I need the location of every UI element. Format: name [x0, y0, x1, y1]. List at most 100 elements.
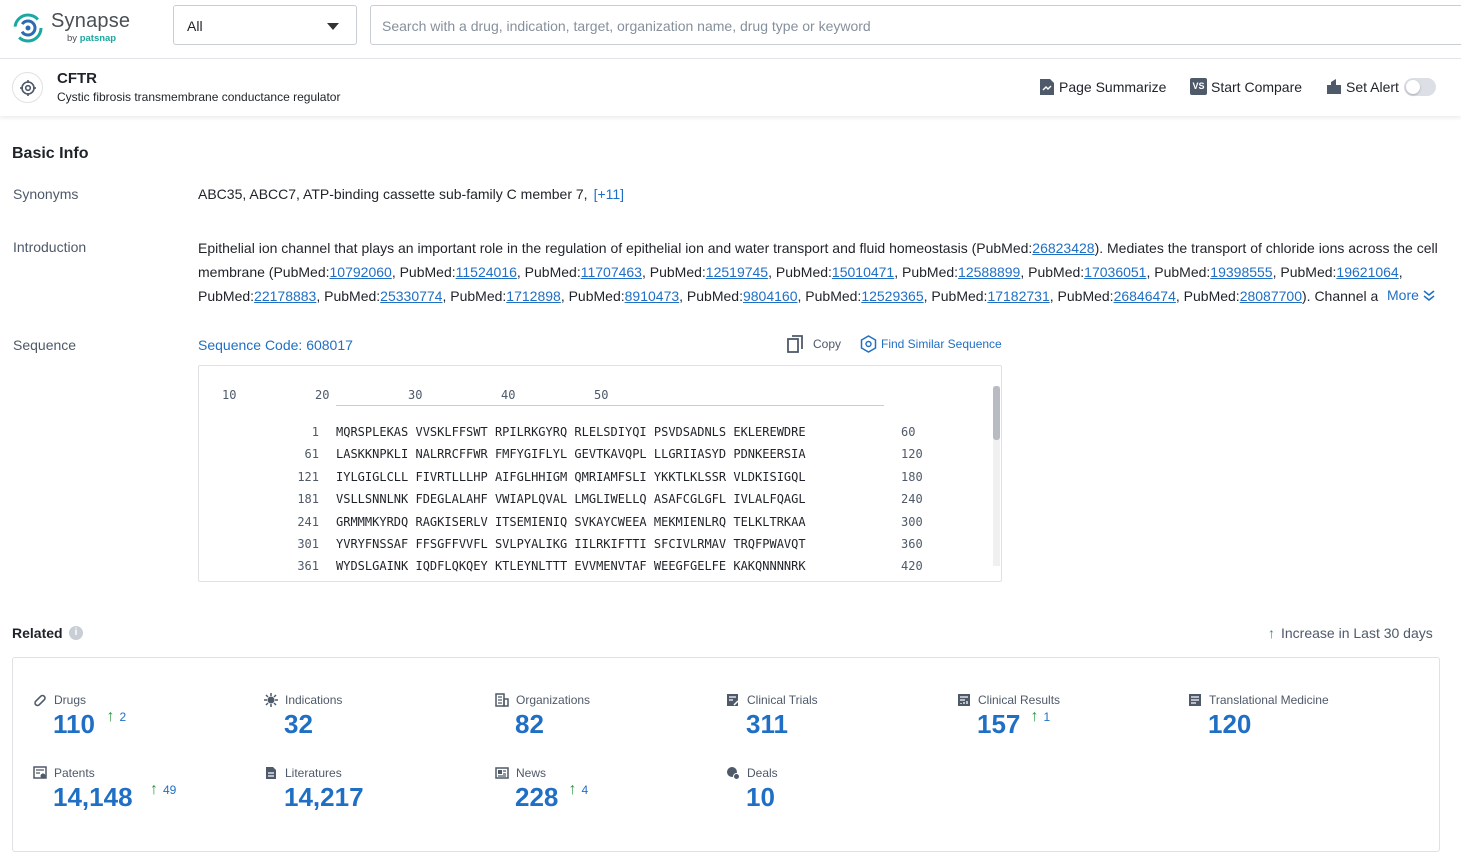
compare-icon: VS: [1190, 78, 1207, 95]
pubmed-link[interactable]: 26823428: [1032, 240, 1094, 256]
stat-value[interactable]: 10: [746, 782, 775, 813]
search-box[interactable]: [370, 5, 1461, 45]
stat-value[interactable]: 110: [53, 709, 95, 740]
scrollbar-thumb[interactable]: [993, 386, 1000, 440]
stat-increase-value: 2: [120, 710, 127, 724]
synapse-logo-icon: [12, 12, 44, 44]
start-compare-button[interactable]: VS Start Compare: [1190, 78, 1305, 98]
stat-value[interactable]: 14,217: [284, 782, 364, 813]
sequence-residues: WYDSLGAINK IQDFLQKQEY KTLEYNLTTT EVVMENV…: [336, 559, 806, 573]
introduction-label: Introduction: [13, 239, 86, 255]
related-literatures[interactable]: Literatures 14,217: [264, 766, 484, 826]
ruler-tick-label: 10: [222, 388, 236, 402]
clipboard-chart-icon: [957, 693, 971, 707]
synonyms-value: ABC35, ABCC7, ATP-binding cassette sub-f…: [198, 186, 624, 202]
stat-value[interactable]: 32: [284, 709, 313, 740]
set-alert-button[interactable]: Set Alert: [1326, 78, 1401, 98]
sequence-line-start: 361: [199, 559, 319, 573]
related-patents[interactable]: Patents14,148↑49: [33, 766, 253, 826]
sequence-line-start: 1: [199, 425, 319, 439]
stat-value[interactable]: 82: [515, 709, 544, 740]
pubmed-link[interactable]: 19621064: [1336, 264, 1398, 280]
pubmed-link[interactable]: 12588899: [958, 264, 1020, 280]
virus-icon: [264, 693, 278, 707]
page-summarize-label: Page Summarize: [1059, 79, 1166, 95]
introduction-text: Epithelial ion channel that plays an imp…: [198, 236, 1438, 308]
hexagon-search-icon: [860, 335, 877, 353]
pill-icon: [33, 693, 47, 707]
target-header: CFTR Cystic fibrosis transmembrane condu…: [0, 59, 1461, 116]
copy-label: Copy: [813, 337, 841, 351]
pubmed-link[interactable]: 25330774: [380, 288, 442, 304]
deal-icon: [726, 766, 740, 780]
related-organizations[interactable]: Organizations82: [495, 693, 715, 753]
top-bar: Synapse by patsnap All: [0, 0, 1461, 59]
pubmed-link[interactable]: 17036051: [1084, 264, 1146, 280]
stat-increase: ↑4: [569, 781, 589, 799]
clipboard-edit-icon: [726, 693, 740, 707]
stat-label: Deals: [747, 766, 778, 780]
pubmed-link[interactable]: 19398555: [1210, 264, 1272, 280]
pubmed-link[interactable]: 15010471: [832, 264, 894, 280]
stat-label: Clinical Trials: [747, 693, 818, 707]
stat-label: Indications: [285, 693, 342, 707]
introduction-more-button[interactable]: More: [1377, 287, 1435, 305]
sequence-viewer[interactable]: 10203040501MQRSPLEKAS VVSKLFFSWT RPILRKG…: [198, 365, 1002, 582]
pubmed-link[interactable]: 11524016: [456, 264, 517, 280]
search-input[interactable]: [380, 15, 1384, 37]
set-alert-label: Set Alert: [1346, 79, 1399, 95]
pubmed-link[interactable]: 12519745: [706, 264, 768, 280]
ruler-tick-label: 40: [501, 388, 515, 402]
stat-value[interactable]: 157: [977, 709, 1020, 740]
pubmed-link[interactable]: 22178883: [254, 288, 316, 304]
stat-increase-value: 4: [582, 783, 589, 797]
stat-value[interactable]: 14,148: [53, 782, 133, 813]
pubmed-link[interactable]: 26846474: [1114, 288, 1176, 304]
related-indications[interactable]: Indications 32: [264, 693, 484, 753]
sequence-line-start: 61: [199, 447, 319, 461]
sequence-line-end: 420: [901, 559, 923, 573]
stat-value[interactable]: 228: [515, 782, 558, 813]
stat-value[interactable]: 311: [746, 709, 788, 740]
pubmed-link[interactable]: 28087700: [1240, 288, 1302, 304]
pubmed-link[interactable]: 10792060: [330, 264, 392, 280]
related-clinical-trials[interactable]: Clinical Trials 311: [726, 693, 946, 753]
pubmed-link[interactable]: 8910473: [625, 288, 680, 304]
page-summarize-button[interactable]: Page Summarize: [1039, 78, 1169, 98]
info-icon[interactable]: i: [69, 626, 83, 640]
stat-increase: ↑2: [107, 708, 127, 726]
sequence-code-link[interactable]: Sequence Code: 608017: [198, 337, 353, 353]
pubmed-link[interactable]: 9804160: [743, 288, 798, 304]
synonyms-text: ABC35, ABCC7, ATP-binding cassette sub-f…: [198, 186, 588, 202]
pubmed-link[interactable]: 11707463: [581, 264, 642, 280]
target-icon: [12, 72, 43, 103]
copy-icon: [787, 335, 803, 353]
stat-label: Drugs: [54, 693, 86, 707]
synapse-logo[interactable]: Synapse by patsnap: [12, 10, 152, 46]
pubmed-link[interactable]: 17182731: [987, 288, 1049, 304]
sequence-line-start: 241: [199, 515, 319, 529]
related-translational-medicine[interactable]: Translational Medicine 120: [1188, 693, 1408, 753]
stat-increase-value: 49: [163, 783, 176, 797]
stat-label: Translational Medicine: [1209, 693, 1329, 707]
related-drugs[interactable]: Drugs 110 ↑2: [33, 693, 253, 753]
related-news[interactable]: News228↑4: [495, 766, 715, 826]
search-scope-select[interactable]: All: [173, 5, 357, 45]
stat-label: Literatures: [285, 766, 342, 780]
sequence-line-start: 301: [199, 537, 319, 551]
toggle-knob: [1406, 80, 1420, 94]
search-scope-value: All: [187, 18, 203, 34]
pubmed-link[interactable]: 1712898: [506, 288, 561, 304]
start-compare-label: Start Compare: [1211, 79, 1302, 95]
sequence-residues: GRMMMKYRDQ RAGKISERLV ITSEMIENIQ SVKAYCW…: [336, 515, 806, 529]
patent-icon: [33, 766, 47, 780]
related-clinical-results[interactable]: Clinical Results157↑1: [957, 693, 1177, 753]
pubmed-link[interactable]: 12529365: [861, 288, 923, 304]
sequence-line-end: 120: [901, 447, 923, 461]
arrow-up-icon: ↑: [150, 781, 158, 798]
stat-value[interactable]: 120: [1208, 709, 1251, 740]
building-icon: [495, 693, 509, 707]
related-deals[interactable]: Deals 10: [726, 766, 946, 826]
synonyms-more-link[interactable]: [+11]: [594, 186, 625, 202]
set-alert-toggle[interactable]: [1404, 78, 1436, 96]
